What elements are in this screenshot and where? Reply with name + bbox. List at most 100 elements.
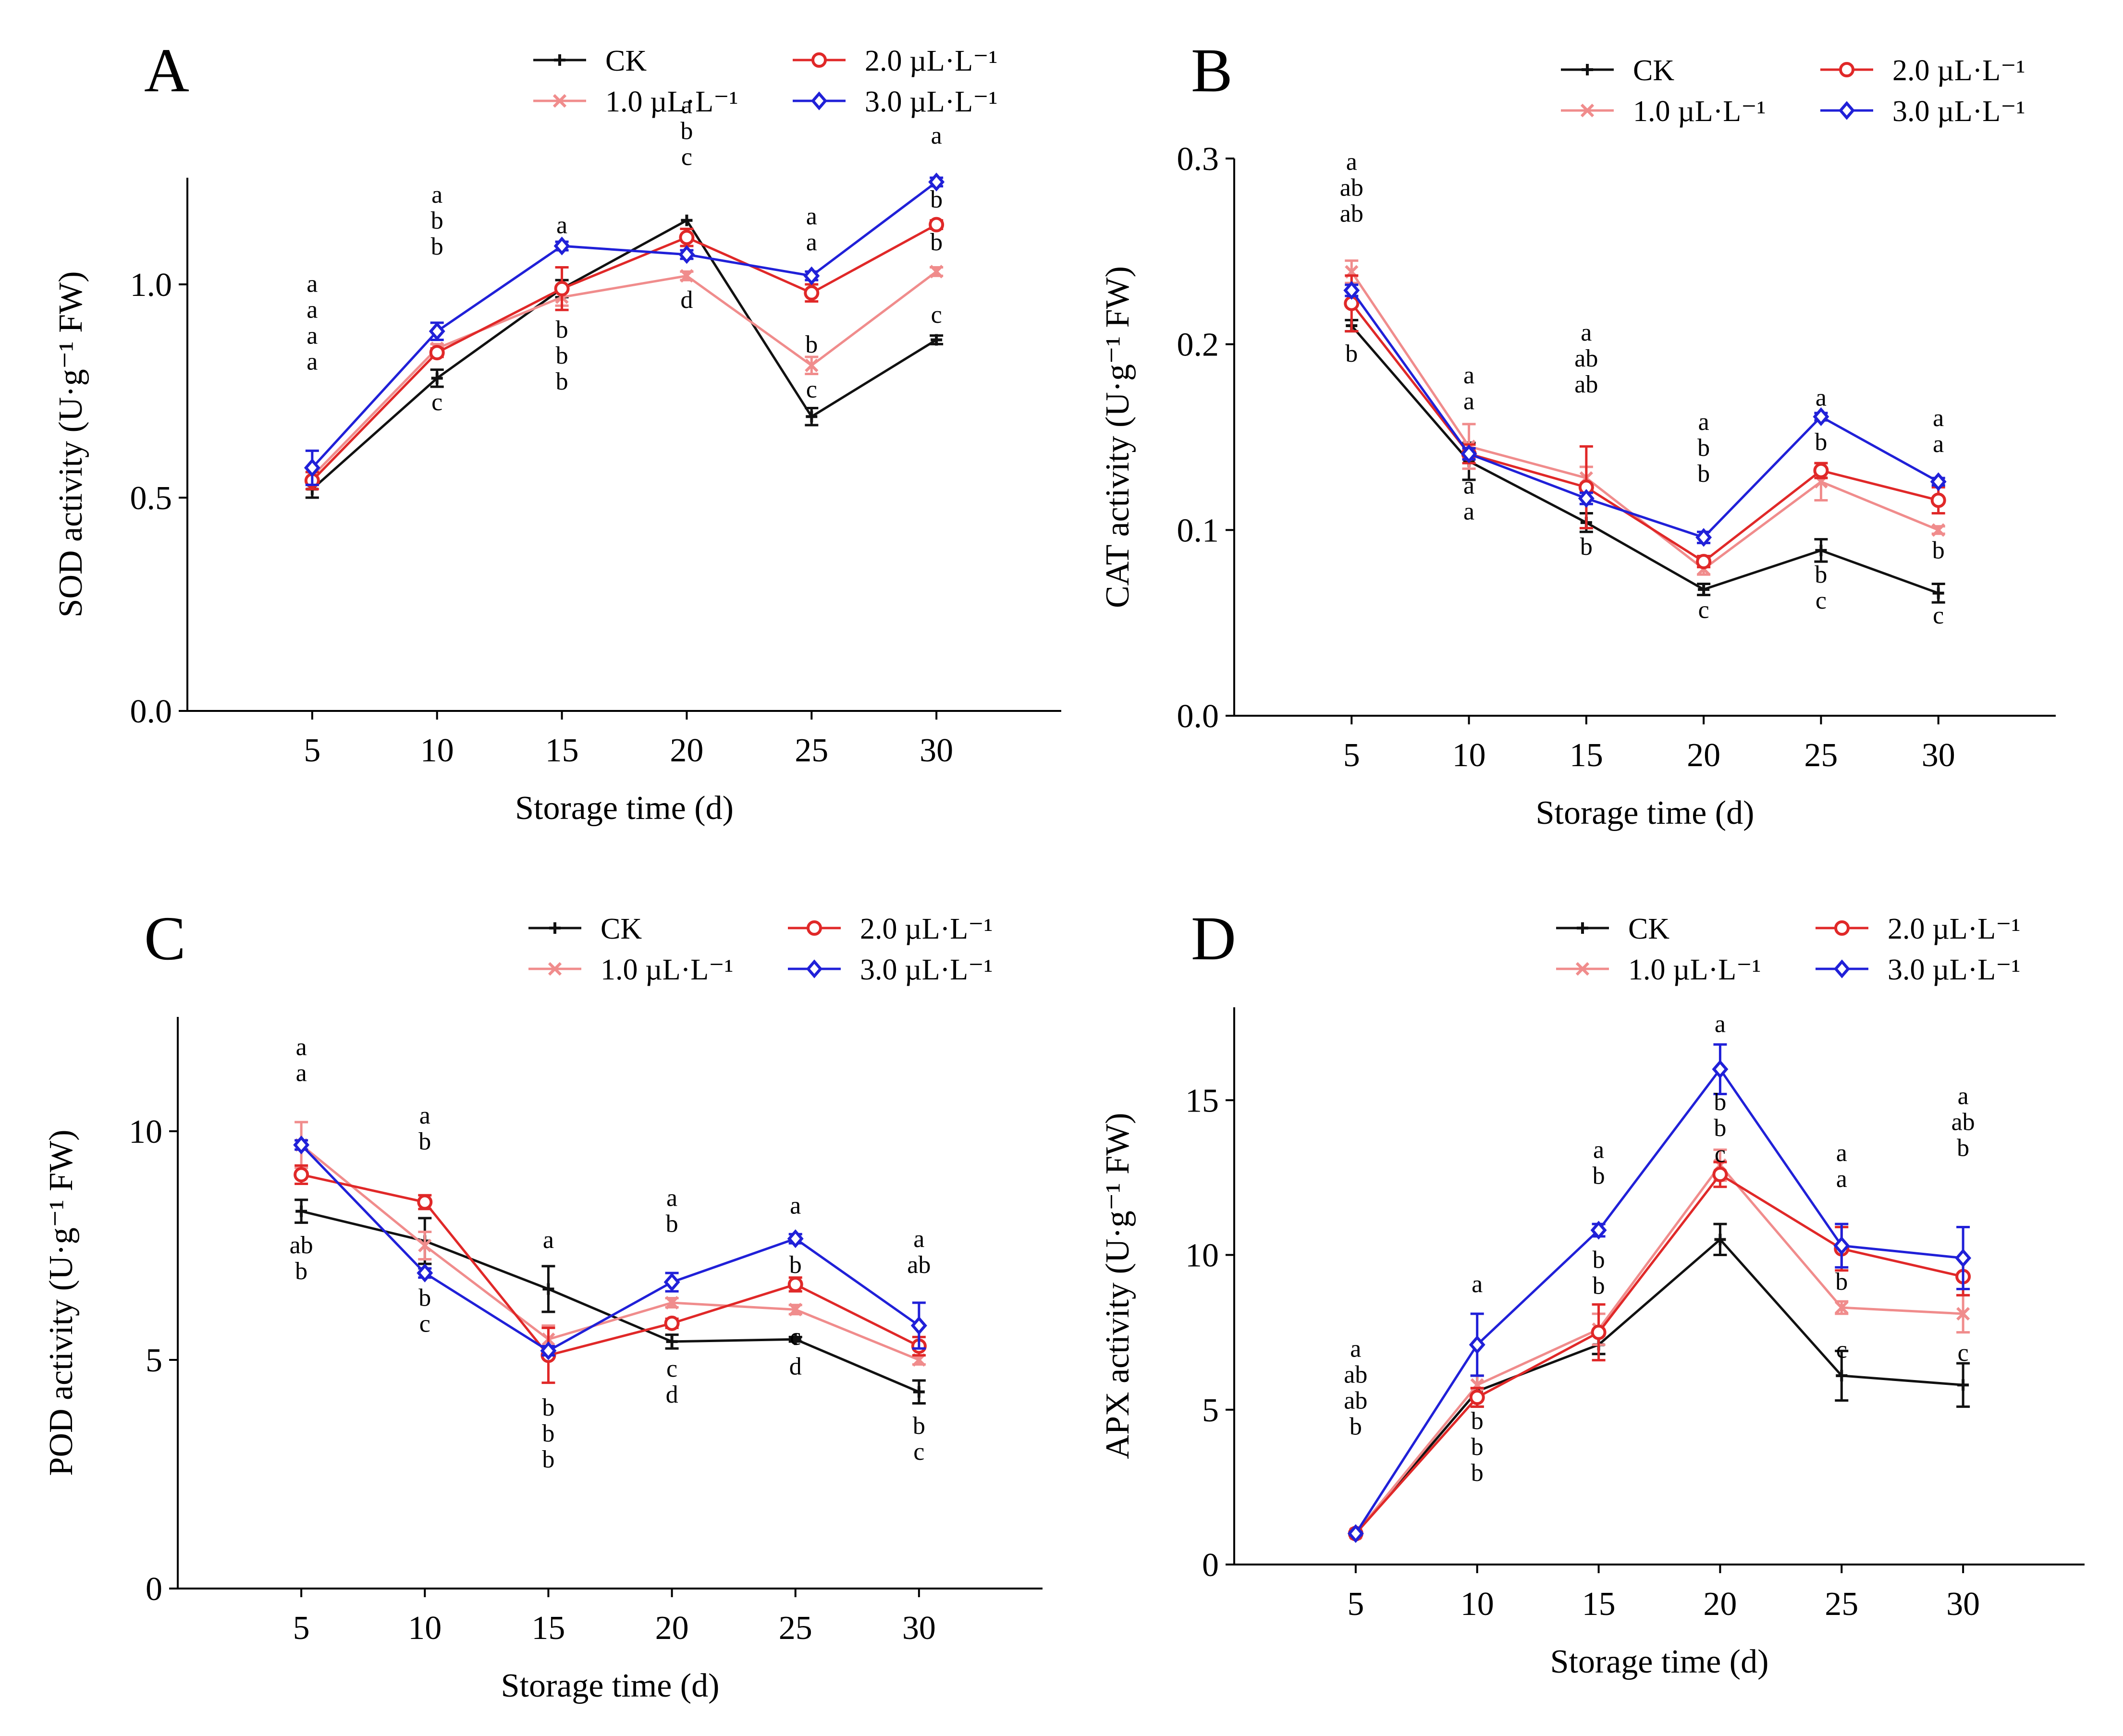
significance-letter: d <box>680 286 693 314</box>
x-tick-label: 15 <box>1582 1586 1616 1623</box>
data-point <box>664 1315 680 1331</box>
legend-marker <box>807 920 822 936</box>
significance-letter: b <box>1697 460 1710 488</box>
panel-letter: C <box>144 904 186 973</box>
significance-letter: b <box>1593 1272 1605 1300</box>
data-point <box>931 334 943 346</box>
significance-letter: b <box>680 117 693 145</box>
legend-item: 3.0 µL·L⁻¹ <box>1816 954 2020 986</box>
series-group <box>1345 259 1945 576</box>
y-tick-label: 0 <box>1202 1547 1219 1584</box>
significance-letter: c <box>666 1355 677 1382</box>
significance-letter: ab <box>1344 1387 1367 1414</box>
data-point <box>930 265 944 279</box>
x-tick-label: 30 <box>920 732 953 769</box>
significance-letter: a <box>913 1225 924 1253</box>
data-point <box>553 236 570 256</box>
x-tick-label: 10 <box>1452 737 1486 774</box>
legend-label: 2.0 µL·L⁻¹ <box>1892 54 2025 87</box>
significance-letter: a <box>307 270 318 298</box>
data-point <box>789 1333 801 1345</box>
data-point <box>294 1167 309 1183</box>
significance-letter: a <box>1463 362 1474 389</box>
series-line <box>311 270 937 477</box>
series-group <box>305 214 944 499</box>
significance-letter: b <box>1835 1268 1848 1296</box>
series-group <box>1345 318 1945 604</box>
series-line <box>1350 303 1939 563</box>
significance-letter: b <box>1471 1407 1484 1435</box>
data-point <box>1956 1307 1970 1321</box>
significance-letter: a <box>1933 430 1944 458</box>
significance-letter: c <box>1816 587 1827 614</box>
data-point <box>1696 554 1712 570</box>
data-point <box>806 411 818 423</box>
x-tick-label: 10 <box>420 732 454 769</box>
series-line <box>301 1210 920 1393</box>
data-point <box>429 345 445 361</box>
significance-letter: a <box>431 181 442 208</box>
series-group <box>305 265 944 486</box>
data-point <box>787 1229 804 1248</box>
significance-letter: a <box>681 91 692 119</box>
significance-letter: a <box>1933 404 1944 432</box>
legend-marker <box>806 959 822 978</box>
significance-letter: c <box>1715 1140 1726 1168</box>
significance-letter: b <box>1957 1134 1969 1161</box>
significance-letter: b <box>431 207 443 234</box>
significance-letter: a <box>296 1033 307 1061</box>
legend-item: 1.0 µL·L⁻¹ <box>1561 95 1766 128</box>
x-tick-label: 10 <box>408 1610 442 1647</box>
legend-item: 2.0 µL·L⁻¹ <box>793 45 997 77</box>
series-group <box>294 1164 927 1384</box>
legend-item: 1.0 µL·L⁻¹ <box>528 954 733 986</box>
significance-letter: c <box>419 1310 430 1338</box>
legend-item: 2.0 µL·L⁻¹ <box>788 913 993 945</box>
x-tick-label: 25 <box>795 732 828 769</box>
y-tick-label: 10 <box>129 1113 162 1150</box>
x-tick-label: 5 <box>293 1610 310 1647</box>
significance-letter: a <box>1350 1335 1361 1362</box>
significance-letter: a <box>1816 384 1827 411</box>
data-point <box>418 1238 432 1253</box>
legend-item: CK <box>1561 54 1674 87</box>
legend-label: 3.0 µL·L⁻¹ <box>865 86 997 118</box>
legend-label: 2.0 µL·L⁻¹ <box>865 45 997 77</box>
legend-item: 2.0 µL·L⁻¹ <box>1816 913 2020 945</box>
legend-item: 1.0 µL·L⁻¹ <box>1556 954 1761 986</box>
panel-c-svg: C CK 2.0 µL·L⁻¹ 1.0 µL·L⁻¹ 3.0 µL·L⁻¹ 0 5 10 5… <box>43 904 1043 1704</box>
series-group <box>1344 274 1946 570</box>
panel-c-pod-chart: C CK 2.0 µL·L⁻¹ 1.0 µL·L⁻¹ 3.0 µL·L⁻¹ 0 5 10 5… <box>0 868 1061 1736</box>
y-tick-label: 0.0 <box>1177 698 1219 735</box>
x-tick-label: 30 <box>1946 1586 1980 1623</box>
x-tick-label: 5 <box>1347 1586 1364 1623</box>
significance-letter: d <box>789 1353 802 1380</box>
legend-marker <box>1582 64 1593 75</box>
y-tick-label: 1.0 <box>130 267 172 304</box>
significance-letter: b <box>1471 1459 1484 1487</box>
data-point <box>417 1194 433 1210</box>
data-point <box>1469 1390 1485 1405</box>
data-point <box>805 358 819 372</box>
significance-letter: b <box>1580 533 1593 561</box>
legend-label: 1.0 µL·L⁻¹ <box>1628 954 1761 986</box>
significance-letter: b <box>1815 561 1827 588</box>
legend-marker <box>811 52 827 68</box>
data-point <box>666 1335 678 1347</box>
series-line <box>1350 325 1939 595</box>
significance-letter: a <box>419 1102 430 1129</box>
significance-letter: ab <box>1574 345 1598 372</box>
significance-letter: b <box>431 233 443 260</box>
significance-letter: b <box>1932 537 1945 564</box>
x-tick-label: 5 <box>304 732 320 769</box>
x-tick-label: 15 <box>545 732 579 769</box>
data-point <box>1957 1379 1969 1391</box>
significance-letter: b <box>1350 1413 1362 1440</box>
significance-letter: b <box>913 1412 925 1440</box>
data-point <box>1932 587 1944 599</box>
data-point <box>679 230 695 245</box>
data-point <box>665 1296 679 1310</box>
legend: CK 2.0 µL·L⁻¹ 1.0 µL·L⁻¹ 3.0 µL·L⁻¹ <box>1556 913 2020 986</box>
significance-letter: c <box>1836 1336 1847 1364</box>
